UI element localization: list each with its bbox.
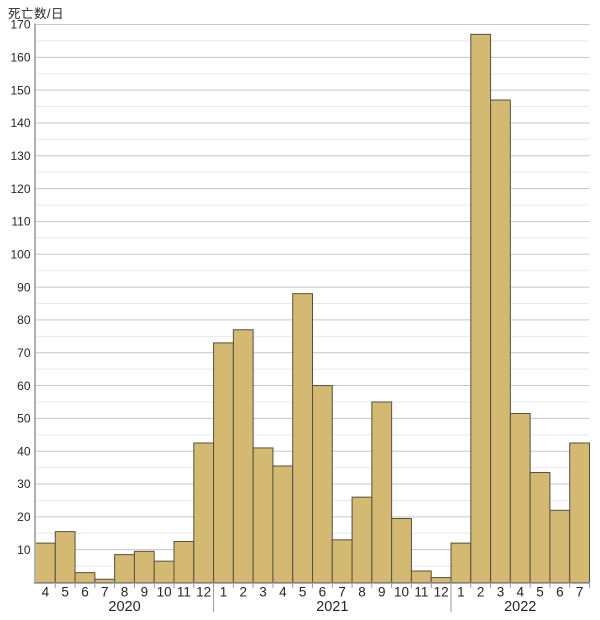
- x-axis-month-label: 8: [121, 585, 129, 600]
- x-axis-month-label: 9: [141, 585, 149, 600]
- bar: [509, 412, 531, 584]
- bar: [114, 554, 135, 583]
- x-axis-month-label: 4: [516, 585, 524, 600]
- y-axis-tick-label: 90: [17, 280, 31, 294]
- x-axis-month-label: 4: [279, 585, 287, 600]
- y-axis-tick-label: 40: [17, 444, 31, 458]
- x-axis-month-label: 6: [319, 585, 327, 600]
- bar: [153, 560, 175, 584]
- x-axis-month-label: 3: [259, 585, 267, 600]
- bar: [450, 542, 472, 583]
- x-axis-month-label: 12: [196, 585, 211, 600]
- x-axis-month-label: 10: [157, 585, 172, 600]
- bar: [391, 517, 412, 584]
- bar: [312, 385, 333, 584]
- x-axis-month-label: 5: [536, 585, 544, 600]
- bar: [529, 472, 551, 583]
- x-axis-month-label: 1: [457, 585, 465, 600]
- x-axis-year-label: 2020: [108, 599, 140, 615]
- x-axis-month-label: 6: [556, 585, 564, 600]
- x-axis-month-label: 4: [42, 585, 50, 600]
- y-axis-tick-label: 100: [10, 247, 30, 261]
- bar: [470, 33, 492, 584]
- bar: [252, 447, 274, 583]
- bar: [549, 509, 571, 583]
- x-axis-month-label: 7: [576, 585, 584, 600]
- y-axis-tick-label: 170: [10, 18, 30, 32]
- y-axis-title: 死亡数/日: [8, 7, 64, 21]
- bar: [410, 570, 432, 584]
- bar: [292, 293, 314, 583]
- y-axis-tick-label: 30: [17, 477, 31, 491]
- bar: [173, 540, 195, 583]
- y-axis-tick-label: 150: [10, 83, 30, 97]
- x-axis-month-label: 1: [220, 585, 228, 600]
- x-axis-month-label: 2: [477, 585, 485, 600]
- bar: [74, 572, 96, 584]
- x-axis-year-label: 2021: [316, 599, 348, 615]
- x-axis-month-label: 8: [358, 585, 366, 600]
- x-axis-month-label: 5: [299, 585, 307, 600]
- x-axis-month-label: 10: [394, 585, 409, 600]
- x-axis-month-label: 9: [378, 585, 386, 600]
- y-axis-tick-label: 80: [17, 313, 31, 327]
- x-axis-month-label: 3: [497, 585, 505, 600]
- y-axis-tick-label: 60: [17, 379, 31, 393]
- bar: [35, 542, 56, 583]
- bar: [272, 465, 294, 583]
- x-axis-month-label: 7: [101, 585, 109, 600]
- x-axis-month-label: 12: [434, 585, 449, 600]
- x-axis-month-label: 11: [177, 585, 191, 600]
- bar: [193, 442, 215, 583]
- x-axis-month-label: 6: [81, 585, 89, 600]
- bar: [371, 401, 393, 583]
- bar: [331, 539, 353, 583]
- y-axis-tick-label: 10: [17, 543, 31, 557]
- bar: [94, 578, 116, 584]
- y-axis-tick-label: 130: [10, 149, 30, 163]
- x-axis-month-label: 2: [239, 585, 247, 600]
- bar: [569, 442, 591, 583]
- bar: [490, 99, 511, 584]
- x-axis-month-label: 7: [338, 585, 346, 600]
- bar: [133, 550, 155, 583]
- y-axis-tick-label: 20: [17, 510, 31, 524]
- y-axis-tick-label: 110: [11, 215, 30, 229]
- x-axis-month-label: 5: [61, 585, 69, 600]
- bar: [213, 342, 234, 584]
- y-axis-tick-label: 70: [17, 346, 31, 360]
- x-axis-month-label: 11: [414, 585, 428, 600]
- y-axis-tick-label: 140: [10, 116, 30, 130]
- bar: [430, 577, 452, 584]
- bar: [351, 496, 373, 583]
- y-axis-tick-label: 160: [10, 51, 30, 65]
- bar: [232, 329, 254, 583]
- y-axis-tick-label: 50: [17, 412, 31, 426]
- y-axis-tick-label: 120: [10, 182, 30, 196]
- x-axis-year-label: 2022: [504, 599, 536, 615]
- bar: [54, 531, 76, 584]
